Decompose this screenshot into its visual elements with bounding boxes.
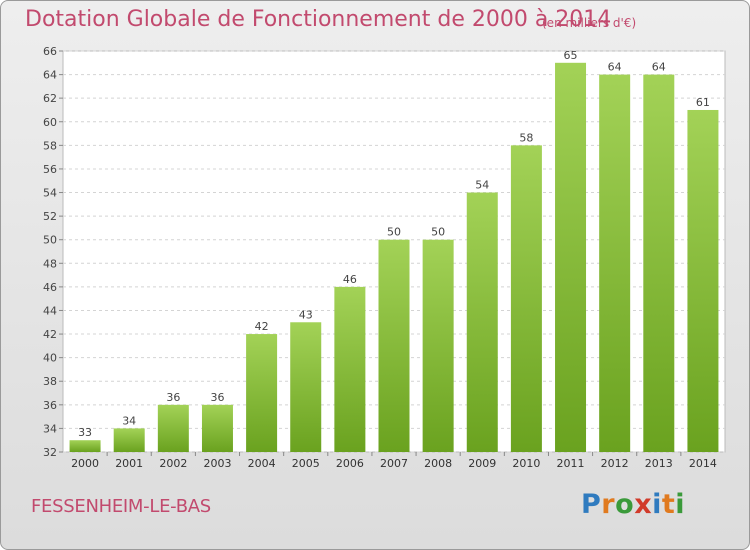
bar-2014 bbox=[687, 109, 719, 453]
y-tick-label: 56 bbox=[43, 163, 57, 176]
y-tick-label: 34 bbox=[43, 422, 57, 435]
y-tick-label: 62 bbox=[43, 92, 57, 105]
x-tick-label: 2009 bbox=[468, 457, 496, 470]
data-label: 64 bbox=[608, 61, 622, 74]
x-tick-label: 2011 bbox=[557, 457, 585, 470]
x-tick-label: 2014 bbox=[689, 457, 717, 470]
y-tick-label: 50 bbox=[43, 234, 57, 247]
data-label: 65 bbox=[564, 49, 578, 62]
logo-letter: i bbox=[652, 489, 662, 520]
x-tick-label: 2007 bbox=[380, 457, 408, 470]
x-tick-label: 2003 bbox=[203, 457, 231, 470]
y-tick-label: 40 bbox=[43, 352, 57, 365]
y-tick-label: 60 bbox=[43, 116, 57, 129]
y-tick-label: 66 bbox=[43, 45, 57, 58]
bar-2009 bbox=[466, 192, 498, 452]
bar-2010 bbox=[510, 145, 542, 452]
chart-subtitle: (en milliers d'€) bbox=[542, 16, 637, 30]
y-tick-label: 32 bbox=[43, 446, 57, 459]
bar-2008 bbox=[422, 239, 454, 452]
y-tick-label: 54 bbox=[43, 187, 57, 200]
x-tick-label: 2004 bbox=[248, 457, 276, 470]
bar-2013 bbox=[643, 74, 675, 453]
y-tick-label: 44 bbox=[43, 304, 57, 317]
y-tick-label: 38 bbox=[43, 375, 57, 388]
x-tick-label: 2013 bbox=[645, 457, 673, 470]
data-label: 46 bbox=[343, 273, 357, 286]
logo-letter: r bbox=[601, 489, 616, 520]
data-label: 36 bbox=[166, 391, 180, 404]
x-tick-label: 2002 bbox=[159, 457, 187, 470]
y-tick-label: 58 bbox=[43, 139, 57, 152]
data-label: 34 bbox=[122, 414, 136, 427]
y-tick-label: 46 bbox=[43, 281, 57, 294]
data-label: 42 bbox=[255, 320, 269, 333]
logo-letter: i bbox=[675, 489, 686, 520]
x-tick-label: 2010 bbox=[512, 457, 540, 470]
logo-letter: P bbox=[581, 489, 602, 520]
x-tick-label: 2005 bbox=[292, 457, 320, 470]
data-label: 54 bbox=[475, 179, 489, 192]
x-tick-label: 2012 bbox=[601, 457, 629, 470]
logo-letter: o bbox=[615, 489, 635, 520]
bar-2004 bbox=[246, 334, 278, 452]
bar-2012 bbox=[599, 74, 631, 453]
bar-2011 bbox=[555, 62, 587, 452]
data-label: 33 bbox=[78, 426, 92, 439]
data-label: 50 bbox=[387, 226, 401, 239]
commune-name: FESSENHEIM-LE-BAS bbox=[31, 496, 211, 517]
y-tick-label: 36 bbox=[43, 399, 57, 412]
bar-2003 bbox=[201, 404, 233, 452]
bar-2007 bbox=[378, 239, 410, 452]
bar-2001 bbox=[113, 428, 145, 452]
y-tick-label: 64 bbox=[43, 69, 57, 82]
y-tick-label: 42 bbox=[43, 328, 57, 341]
data-label: 61 bbox=[696, 96, 710, 109]
x-tick-label: 2008 bbox=[424, 457, 452, 470]
x-tick-label: 2006 bbox=[336, 457, 364, 470]
proxiti-logo: Proxiti bbox=[581, 489, 685, 520]
y-tick-label: 52 bbox=[43, 210, 57, 223]
x-tick-label: 2001 bbox=[115, 457, 143, 470]
data-label: 50 bbox=[431, 226, 445, 239]
data-label: 43 bbox=[299, 308, 313, 321]
data-label: 58 bbox=[519, 131, 533, 144]
data-label: 64 bbox=[652, 61, 666, 74]
logo-letter: t bbox=[661, 489, 676, 520]
bar-2000 bbox=[69, 440, 101, 452]
bar-2006 bbox=[334, 286, 366, 452]
y-tick-label: 48 bbox=[43, 257, 57, 270]
chart-title: Dotation Globale de Fonctionnement de 20… bbox=[25, 7, 612, 32]
logo-letter: x bbox=[634, 489, 653, 520]
data-label: 36 bbox=[210, 391, 224, 404]
bar-2002 bbox=[157, 404, 189, 452]
x-tick-label: 2000 bbox=[71, 457, 99, 470]
bar-2005 bbox=[290, 322, 322, 452]
